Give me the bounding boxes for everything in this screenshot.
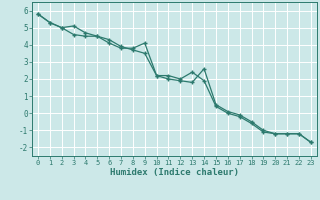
X-axis label: Humidex (Indice chaleur): Humidex (Indice chaleur) (110, 168, 239, 177)
